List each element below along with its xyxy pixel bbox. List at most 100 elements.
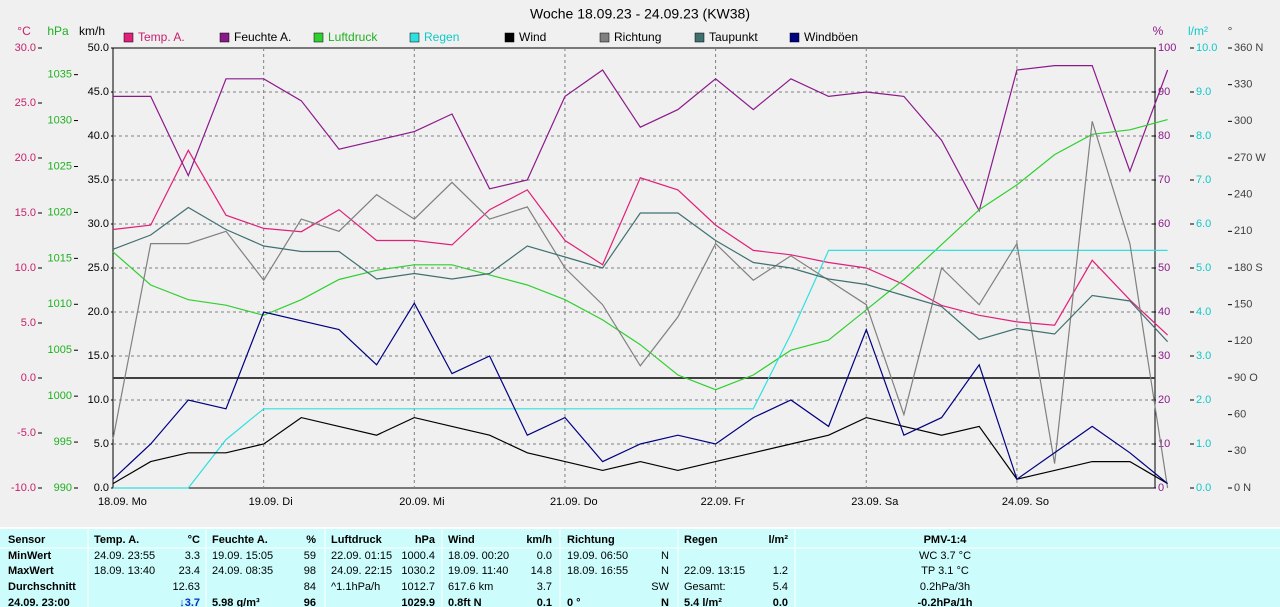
table-cell: °C — [188, 534, 200, 546]
axis-title: % — [1153, 24, 1164, 38]
y-tick-label: 180 S — [1234, 262, 1263, 274]
y-tick-label: 1030 — [48, 114, 72, 126]
table-cell: 96 — [304, 597, 316, 607]
table-cell: 1.2 — [773, 565, 788, 577]
table-cell: ^1.1hPa/h — [331, 581, 380, 593]
x-tick-label: 23.09. Sa — [851, 496, 899, 508]
table-cell: Gesamt: — [684, 581, 726, 593]
y-tick-label: 150 — [1234, 299, 1252, 311]
table-cell: 24.09. 22:15 — [331, 565, 392, 577]
legend-swatch — [123, 32, 134, 43]
legend-label: Luftdruck — [328, 30, 378, 44]
legend-swatch — [313, 32, 324, 43]
y-tick-label: 0.0 — [94, 482, 109, 494]
y-tick-label: 20.0 — [88, 306, 109, 318]
axis-title: km/h — [79, 24, 105, 38]
y-tick-label: 35.0 — [88, 174, 109, 186]
table-cell: 3.3 — [185, 550, 200, 562]
table-cell: 24.09. 23:00 — [8, 597, 70, 607]
y-tick-label: 990 — [54, 482, 72, 494]
y-tick-label: 90 O — [1234, 372, 1258, 384]
series-line — [112, 206, 1169, 343]
legend-swatch — [504, 32, 515, 43]
y-tick-label: 0.0 — [1196, 482, 1211, 494]
table-cell: N — [661, 565, 669, 577]
legend-swatch — [599, 32, 610, 43]
table-cell: 19.09. 15:05 — [212, 550, 273, 562]
legend-label: Temp. A. — [138, 30, 185, 44]
axis-title: ° — [1228, 24, 1233, 38]
y-tick-label: 50 — [1158, 262, 1170, 274]
y-tick-label: 60 — [1158, 218, 1170, 230]
table-cell: 0.0 — [773, 597, 788, 607]
legend-swatch — [789, 32, 800, 43]
table-cell: % — [306, 534, 316, 546]
y-tick-label: 70 — [1158, 174, 1170, 186]
y-tick-label: 80 — [1158, 130, 1170, 142]
y-tick-label: 5.0 — [1196, 262, 1211, 274]
y-tick-label: 20.0 — [15, 152, 36, 164]
table: Sensor Temp. A. °C Feuchte A.% Luftdruck hPa W… — [0, 530, 1280, 607]
y-tick-label: 4.0 — [1196, 306, 1211, 318]
table-cell: Wind — [448, 534, 475, 546]
y-tick-label: -5.0 — [17, 427, 36, 439]
table-cell: MaxWert — [8, 565, 54, 577]
table-cell: 1030.2 — [401, 565, 435, 577]
y-tick-label: 30 — [1158, 350, 1170, 362]
y-tick-label: 1020 — [48, 206, 72, 218]
table-cell: 14.8 — [531, 565, 552, 577]
table-background — [0, 528, 1280, 607]
x-tick-label: 22.09. Fr — [701, 496, 745, 508]
table-cell: Regen — [684, 534, 718, 546]
y-tick-label: -10.0 — [11, 482, 36, 494]
axis-title: °C — [17, 24, 31, 38]
y-tick-label: 25.0 — [88, 262, 109, 274]
y-tick-label: 1000 — [48, 390, 72, 402]
y-tick-label: 10.0 — [1196, 42, 1217, 54]
table-cell: 19.09. 11:40 — [448, 565, 508, 577]
x-tick-label: 21.09. Do — [550, 496, 598, 508]
y-tick-label: 1010 — [48, 298, 72, 310]
y-tick-label: 5.0 — [94, 438, 109, 450]
table-cell: 23.4 — [179, 565, 200, 577]
table-cell: ↓3.7 — [179, 597, 200, 607]
table-cell: -0.2hPa/1h — [917, 597, 972, 607]
table-cell: N — [661, 597, 669, 607]
y-tick-label: 300 — [1234, 115, 1252, 127]
table-cell: 24.09. 08:35 — [212, 565, 273, 577]
table-cell: 617.6 km — [448, 581, 493, 593]
table-cell: 0.2hPa/3h — [920, 581, 970, 593]
series-line — [112, 301, 1168, 485]
x-tick-label: 24.09. So — [1002, 496, 1049, 508]
y-tick-label: 1005 — [48, 344, 72, 356]
series-line — [112, 149, 1169, 336]
table-cell: 3.7 — [537, 581, 552, 593]
y-tick-label: 30.0 — [15, 42, 36, 54]
table-cell: TP 3.1 °C — [921, 565, 969, 577]
y-tick-label: 1.0 — [1196, 438, 1211, 450]
y-tick-label: 15.0 — [15, 207, 36, 219]
table-cell: l/m² — [768, 534, 788, 546]
y-tick-label: 270 W — [1234, 152, 1266, 164]
y-tick-label: 8.0 — [1196, 130, 1211, 142]
y-tick-label: 40.0 — [88, 130, 109, 142]
y-tick-label: 120 — [1234, 335, 1252, 347]
table-cell: 1029.9 — [401, 597, 435, 607]
table-cell: 18.09. 00:20 — [448, 550, 509, 562]
y-tick-label: 7.0 — [1196, 174, 1211, 186]
table-cell: Feuchte A. — [212, 534, 268, 546]
y-tick-label: 0 — [1158, 482, 1164, 494]
y-tick-label: 25.0 — [15, 97, 36, 109]
table-cell: 0 ° — [567, 597, 581, 607]
table-cell: 0.8ft N — [448, 597, 482, 607]
table-cell: Luftdruck — [331, 534, 383, 546]
y-tick-label: 15.0 — [88, 350, 109, 362]
y-tick-label: 1015 — [48, 252, 72, 264]
table-cell: 5.4 l/m² — [684, 597, 722, 607]
legend-label: Regen — [424, 30, 459, 44]
legend-swatch — [409, 32, 420, 43]
table-cell: WC 3.7 °C — [919, 550, 971, 562]
y-tick-label: 240 — [1234, 189, 1252, 201]
